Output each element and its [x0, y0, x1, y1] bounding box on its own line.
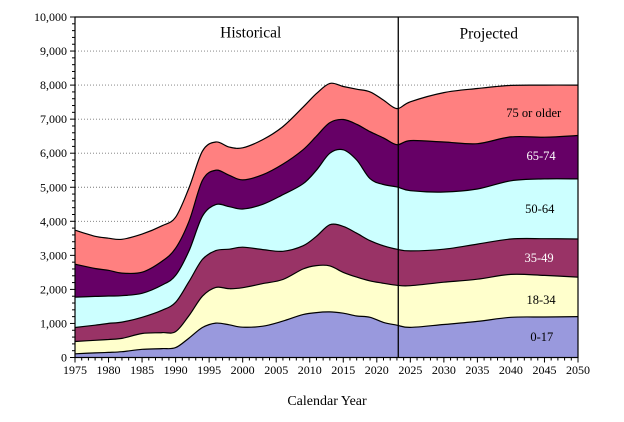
x-tick-label-1990: 1990 [164, 363, 188, 377]
y-tick-label-4000: 4,000 [40, 214, 67, 228]
x-tick-label-1975: 1975 [63, 363, 87, 377]
x-tick-label-2025: 2025 [398, 363, 422, 377]
y-tick-label-6000: 6,000 [40, 146, 67, 160]
band-label-18-34: 18-34 [526, 292, 556, 307]
x-tick-label-1995: 1995 [197, 363, 221, 377]
x-tick-label-2035: 2035 [465, 363, 489, 377]
band-label-50-64: 50-64 [525, 201, 555, 216]
band-label-0-17: 0-17 [530, 329, 554, 344]
x-tick-label-2030: 2030 [432, 363, 456, 377]
area-band-0-17 [75, 311, 578, 358]
y-tick-label-0: 0 [61, 351, 67, 365]
area-band-35-49 [75, 224, 578, 342]
x-axis-title: Calendar Year [287, 394, 367, 409]
region-label-projected: Projected [459, 25, 519, 43]
x-tick-label-1980: 1980 [97, 363, 121, 377]
x-tick-label-2045: 2045 [532, 363, 556, 377]
y-tick-label-2000: 2,000 [40, 282, 67, 296]
band-outline-0-17 [74, 311, 579, 355]
band-outline-35-49 [74, 223, 579, 329]
y-tick-label-3000: 3,000 [40, 248, 67, 262]
band-label-75-or-older: 75 or older [506, 105, 562, 120]
x-tick-label-2040: 2040 [499, 363, 523, 377]
x-tick-label-2005: 2005 [264, 363, 288, 377]
x-tick-label-2000: 2000 [231, 363, 255, 377]
x-tick-label-2050: 2050 [566, 363, 590, 377]
region-label-historical: Historical [220, 24, 282, 42]
area-band-65-74 [75, 119, 578, 298]
y-tick-label-1000: 1,000 [40, 316, 67, 330]
y-tick-label-5000: 5,000 [40, 180, 67, 194]
band-label-35-49: 35-49 [524, 250, 554, 265]
x-tick-label-2020: 2020 [365, 363, 389, 377]
area-band-18-34 [75, 265, 578, 354]
y-tick-label-7000: 7,000 [40, 112, 67, 126]
y-tick-label-8000: 8,000 [40, 78, 67, 92]
area-band-50-64 [75, 149, 578, 328]
y-tick-label-9000: 9,000 [40, 44, 67, 58]
area-band-75-or-older [75, 83, 578, 274]
x-tick-label-2015: 2015 [331, 363, 355, 377]
band-label-65-74: 65-74 [526, 148, 556, 163]
band-outline-65-74 [74, 118, 579, 275]
band-outline-75-or-older [74, 82, 579, 241]
band-outline-18-34 [74, 264, 579, 343]
x-tick-label-2010: 2010 [298, 363, 322, 377]
y-tick-label-10000: 10,000 [34, 10, 67, 24]
band-outline-50-64 [74, 148, 579, 298]
x-tick-label-1985: 1985 [130, 363, 154, 377]
